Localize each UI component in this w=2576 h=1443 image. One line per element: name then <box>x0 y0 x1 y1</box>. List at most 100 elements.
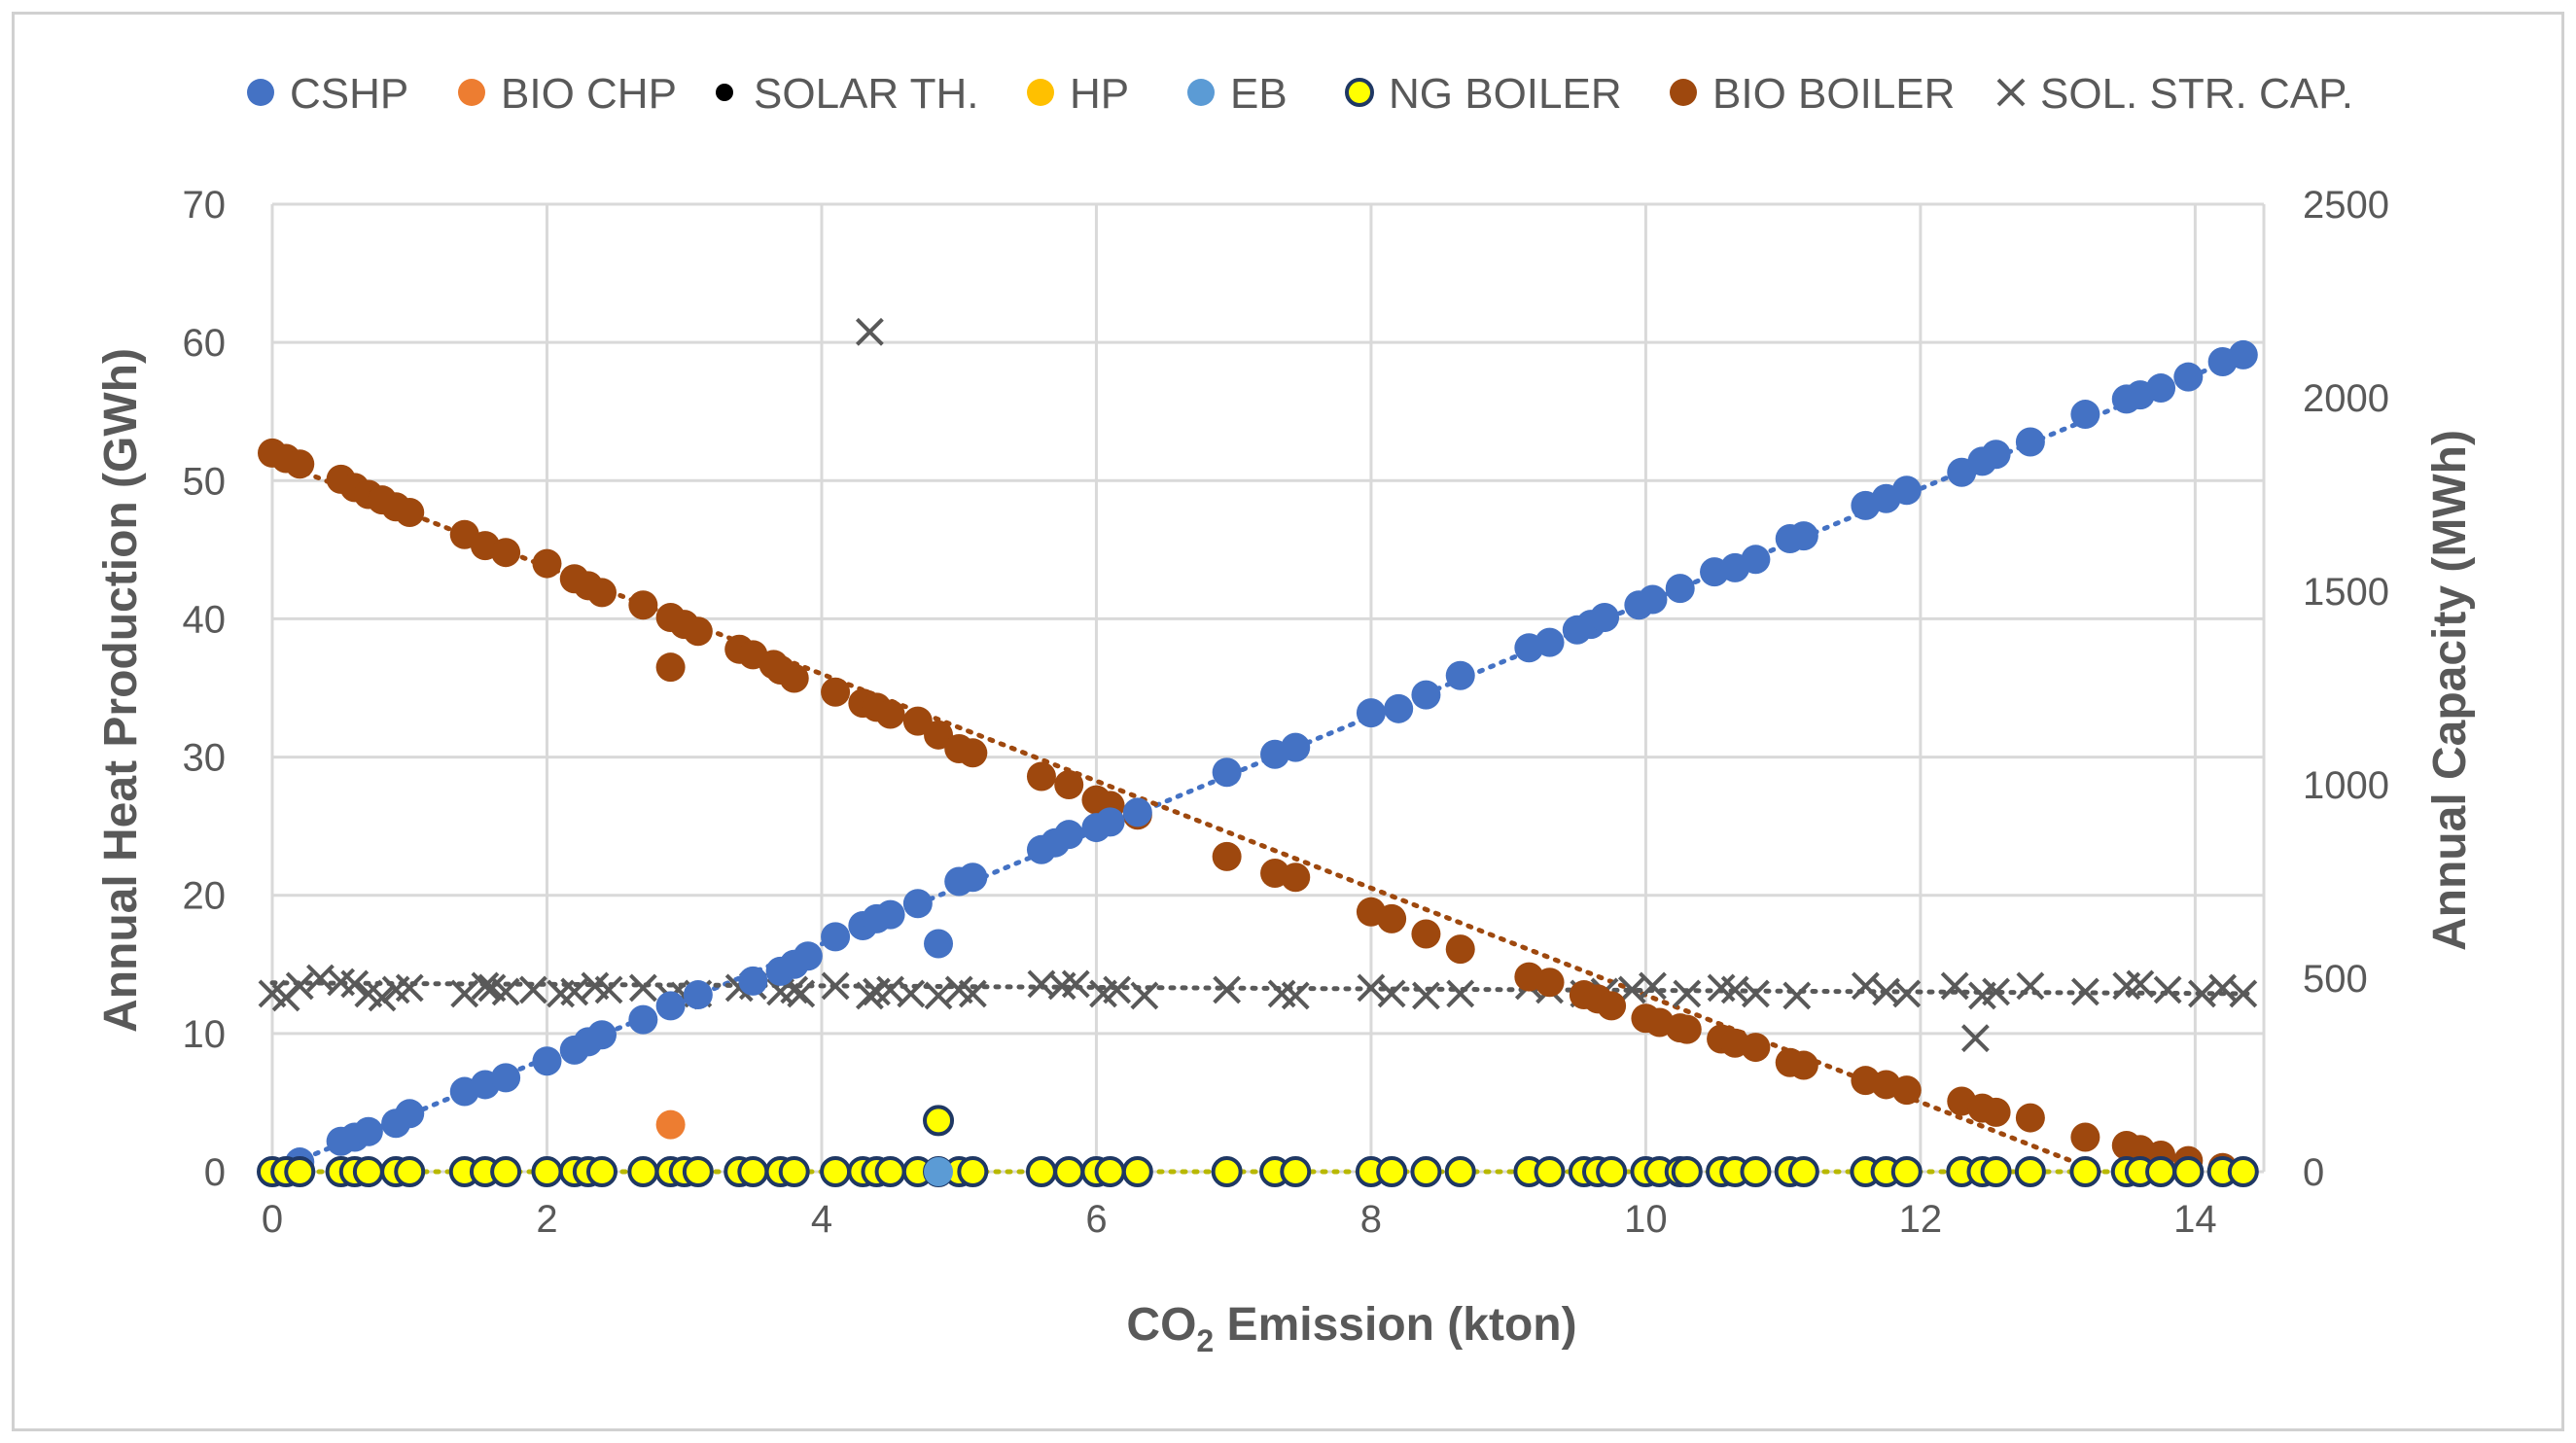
ng-boiler-point <box>531 1156 563 1187</box>
ng-boiler-point <box>2145 1156 2177 1187</box>
sol-str-cap-point <box>368 983 397 1012</box>
sol-str-cap-point <box>518 975 547 1004</box>
cshp-point <box>958 862 988 893</box>
cshp-point <box>628 1004 658 1035</box>
x-tick-label: 2 <box>536 1198 557 1241</box>
ng-boiler-point <box>627 1156 659 1187</box>
ng-boiler-point <box>1094 1156 1126 1187</box>
y2-tick-label: 0 <box>2303 1151 2324 1194</box>
legend-label-ng-boiler: NG BOILER <box>1389 70 1622 118</box>
bio-boiler-point <box>285 449 315 479</box>
bio-boiler-point <box>655 652 686 683</box>
y-axis-title: Annual Heat Production (GWh) <box>95 348 147 1033</box>
sol-str-cap-point <box>2208 973 2238 1003</box>
ng-boiler-point <box>2172 1156 2205 1187</box>
data-points <box>257 317 2259 1187</box>
cshp-point <box>875 899 905 930</box>
bio-boiler-point <box>1535 968 1565 998</box>
cshp-point <box>1590 603 1620 633</box>
legend-label-solar-th: SOLAR TH. <box>754 70 978 118</box>
ng-boiler-point <box>1534 1156 1566 1187</box>
sol-str-cap-point <box>855 317 884 346</box>
y2-tick-label: 1000 <box>2303 764 2389 807</box>
sol-str-cap-point <box>1377 979 1406 1008</box>
chart-frame <box>12 12 2564 1431</box>
sol-str-cap-point <box>2016 971 2045 1001</box>
sol-str-cap-point <box>1213 975 1242 1004</box>
cshp-point <box>586 1020 617 1050</box>
x-tick-label: 10 <box>1624 1198 1668 1241</box>
ng-boiler-point <box>957 1156 989 1187</box>
cshp-point <box>353 1116 383 1146</box>
bio-boiler-point <box>395 497 425 527</box>
ng-boiler-point <box>1121 1156 1153 1187</box>
legend-label-eb: EB <box>1230 70 1288 118</box>
cshp-point <box>532 1046 562 1076</box>
bio-boiler-point <box>586 578 617 608</box>
ng-boiler-point <box>352 1156 384 1187</box>
legend-label-hp: HP <box>1070 70 1129 118</box>
legend-label-bio-chp: BIO CHP <box>501 70 677 118</box>
sol-str-cap-point <box>1130 981 1159 1010</box>
bio-boiler-point <box>1891 1075 1922 1106</box>
bio-boiler-point <box>821 677 851 707</box>
bio-boiler-point <box>1672 1014 1702 1044</box>
bio-boiler-point <box>924 720 954 750</box>
cshp-point <box>1638 584 1668 615</box>
y2-tick-label: 2500 <box>2303 184 2389 227</box>
cshp-point <box>655 991 686 1021</box>
ng-boiler-point <box>820 1156 852 1187</box>
sol-str-cap-point <box>1103 975 1132 1004</box>
cshp-point <box>2173 362 2204 392</box>
cshp-point <box>924 929 954 959</box>
sol-str-cap-point <box>787 979 816 1008</box>
x-axis-title-suffix: Emission (kton) <box>1214 1299 1576 1351</box>
sol-str-cap-point <box>395 973 424 1003</box>
y2-tick-label: 1500 <box>2303 571 2389 614</box>
bio-chp-point <box>655 1109 686 1140</box>
y-tick-label: 30 <box>183 737 227 780</box>
sol-str-cap-point <box>2188 979 2216 1008</box>
sol-str-cap-point <box>897 979 926 1008</box>
ng-boiler-point <box>1025 1156 1057 1187</box>
ng-boiler-point <box>1410 1156 1442 1187</box>
sol-str-cap-point <box>2126 969 2155 999</box>
sol-str-cap-point <box>1446 979 1475 1008</box>
x-tick-label: 0 <box>262 1198 283 1241</box>
bio-boiler-point <box>1377 903 1407 933</box>
sol-str-cap-point <box>340 969 370 999</box>
sol-str-cap-point <box>1061 969 1090 999</box>
ng-boiler-point <box>737 1156 769 1187</box>
bio-boiler-point <box>1981 1097 2011 1127</box>
ng-boiler-point <box>1980 1156 2012 1187</box>
y-tick-label: 0 <box>204 1151 226 1194</box>
cshp-point <box>902 889 933 919</box>
ng-boiler-point <box>778 1156 810 1187</box>
cshp-point <box>1212 757 1242 788</box>
ng-boiler-point <box>2014 1156 2046 1187</box>
legend-marker-eb <box>1187 79 1215 106</box>
ng-boiler-point <box>1053 1156 1085 1187</box>
legend-marker-solar-th <box>716 84 733 101</box>
cshp-point <box>2228 339 2258 370</box>
sol-str-cap-point <box>1281 981 1310 1010</box>
sol-str-cap-point <box>1412 981 1440 1010</box>
cshp-point <box>1281 732 1311 762</box>
bio-boiler-point <box>2070 1122 2100 1152</box>
cshp-point <box>395 1099 425 1129</box>
x-axis-title-text: CO <box>1126 1299 1196 1351</box>
legend-label-cshp: CSHP <box>290 70 408 118</box>
x-tick-label: 14 <box>2173 1198 2217 1241</box>
bio-boiler-point <box>875 699 905 729</box>
cshp-point <box>491 1063 521 1093</box>
tick-labels: 0 2 4 6 8 10 12 14 0 10 20 30 40 50 60 70 0 500 1000 1500 20… <box>183 184 2389 1241</box>
ng-boiler-point <box>284 1156 316 1187</box>
sol-str-cap-point <box>1673 979 1702 1008</box>
ng-boiler-point <box>2069 1156 2101 1187</box>
legend-marker-cshp <box>247 79 274 106</box>
sol-str-cap-point <box>1741 979 1770 1008</box>
ng-boiler-point <box>585 1156 618 1187</box>
bio-boiler-point <box>1741 1033 1771 1063</box>
legend: CSHP BIO CHP SOLAR TH. HP EB NG BOILER BIO BOI… <box>247 70 2353 118</box>
y-tick-label: 10 <box>183 1013 227 1056</box>
